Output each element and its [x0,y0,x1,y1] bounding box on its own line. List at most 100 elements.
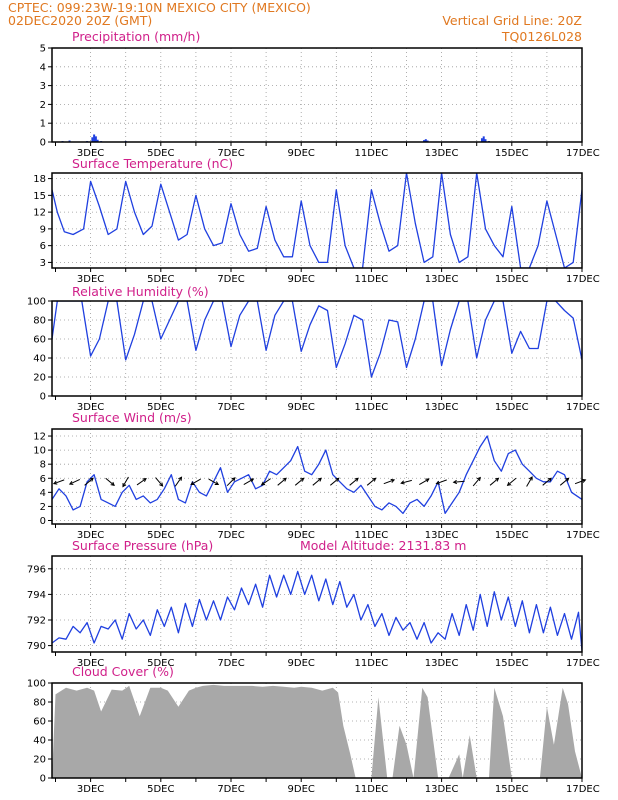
wind-arrow-shaft [155,477,163,487]
temp-ytick-label: 9 [40,224,46,235]
wind-arrow-shaft [507,477,517,486]
rh-xtick-label: 3DEC [77,402,104,413]
rh-xtick-label: 15DEC [495,402,529,413]
temp-ytick-label: 12 [33,208,46,219]
surface-pressure-panel: 790 792 794 796 3DEC 5DEC 7DEC 9DEC 11DEC 13DEC 15… [27,555,600,669]
temp-title: Surface Temperature (nC) [72,156,233,171]
wind-arrow [294,477,305,486]
header-station: CPTEC: 099:23W-19:10N MEXICO CITY (MEXIC… [8,0,311,15]
pressure-frame [51,555,583,653]
wind-arrow [190,478,201,486]
precip-xtick-label: 7DEC [217,148,244,159]
wind-arrow [574,478,587,485]
wind-arrow-shaft [190,478,201,485]
temp-ytick-label: 18 [33,174,46,185]
precip-ytick-label: 1 [40,119,46,130]
wind-arrow-shaft [243,478,254,485]
precip-bar [93,134,96,142]
wind-arrow [559,477,570,486]
wind-arrow [506,477,517,486]
cloud-cover-panel: 0 20 40 60 80 100 3DEC 5DEC 7DEC 9DEC 11DEC 13DEC 15… [27,679,600,796]
pressure-ytick-label: 790 [27,641,46,652]
wind-arrow [419,478,430,485]
wind-arrow-head [52,480,58,485]
wind-arrow-shaft [277,477,287,486]
precip-xtick-label: 9DEC [288,148,315,159]
wind-arrow-shaft [69,479,81,485]
wind-arrow-shaft [349,477,359,486]
cloud-xtick-label: 13DEC [425,784,459,795]
cloud-ytick-label: 0 [40,774,46,785]
wind-xtick-label: 17DEC [566,530,600,541]
model-altitude: Model Altitude: 2131.83 m [300,538,466,553]
precip-ytick-label: 4 [40,62,46,73]
wind-arrow [400,479,412,485]
pressure-xtick-label: 3DEC [77,658,104,669]
wind-arrow [366,477,377,486]
precip-bar [423,140,426,142]
wind-arrow-shaft [53,479,65,485]
wind-series-line [52,435,582,515]
precip-title: Precipitation (mm/h) [72,29,200,44]
rh-ytick-label: 20 [33,373,46,384]
pressure-xtick-label: 11DEC [355,658,389,669]
precip-ytick-label: 5 [40,44,46,55]
precip-bar [482,136,485,142]
wind-arrow-shaft [174,476,182,487]
wind-arrow [260,478,271,486]
wind-xtick-label: 7DEC [217,530,244,541]
wind-arrow-shaft [312,477,322,486]
wind-arrow [122,476,129,488]
wind-arrow [105,477,115,486]
cloud-xtick-label: 5DEC [147,784,174,795]
wind-xtick-label: 13DEC [425,530,459,541]
wind-arrow-head [178,476,183,481]
wind-arrow-shaft [419,478,430,485]
rh-ytick-label: 80 [33,316,46,327]
wind-arrow [52,479,65,485]
cloud-xtick-label: 3DEC [77,784,104,795]
precip-ytick-label: 0 [40,138,46,149]
cloud-cover-area [52,684,582,778]
precip-bar [68,140,71,142]
precip-bar [91,137,94,142]
wind-arrow-head [89,477,94,482]
wind-arrow-shaft [401,479,412,484]
header-run-time: 02DEC2020 20Z (GMT) [8,13,152,28]
precip-xtick-label: 3DEC [77,148,104,159]
temp-xtick-label: 9DEC [288,274,315,285]
precip-bar [484,139,487,142]
wind-ytick-label: 6 [40,474,46,485]
surface-temperature-panel: 3 6 9 12 15 18 3DEC 5DEC 7DEC 9DEC 11DEC 13DEC 15DEC… [33,172,600,285]
wind-arrow [277,477,287,486]
wind-arrow [435,479,447,485]
pressure-xtick-label: 9DEC [288,658,315,669]
temp-xtick-label: 13DEC [425,274,459,285]
temp-xtick-label: 7DEC [217,274,244,285]
wind-arrow-head [300,477,305,482]
wind-arrow-head [400,480,405,485]
wind-arrow-shaft [453,480,465,483]
precip-ytick-label: 2 [40,100,46,111]
rh-ytick-label: 60 [33,335,46,346]
precip-bar [96,139,99,142]
wind-arrow-shaft [472,477,481,487]
wind-arrow-head [68,480,74,485]
rh-ytick-label: 100 [27,297,46,308]
precip-bar [94,136,97,142]
wind-xtick-label: 15DEC [495,530,529,541]
wind-xtick-label: 3DEC [77,530,104,541]
wind-arrow-head [190,481,195,486]
temp-xtick-label: 5DEC [147,274,174,285]
wind-arrow-shaft [226,477,236,487]
cloud-ytick-label: 20 [33,755,46,766]
pressure-xtick-label: 15DEC [495,658,529,669]
wind-arrow-head [528,476,533,481]
wind-arrow-head [425,478,430,483]
cloud-title: Cloud Cover (%) [72,664,174,679]
pressure-series-line [52,570,582,651]
wind-arrow [226,477,236,487]
rh-series-line [52,301,582,378]
wind-arrow-shaft [105,477,115,486]
